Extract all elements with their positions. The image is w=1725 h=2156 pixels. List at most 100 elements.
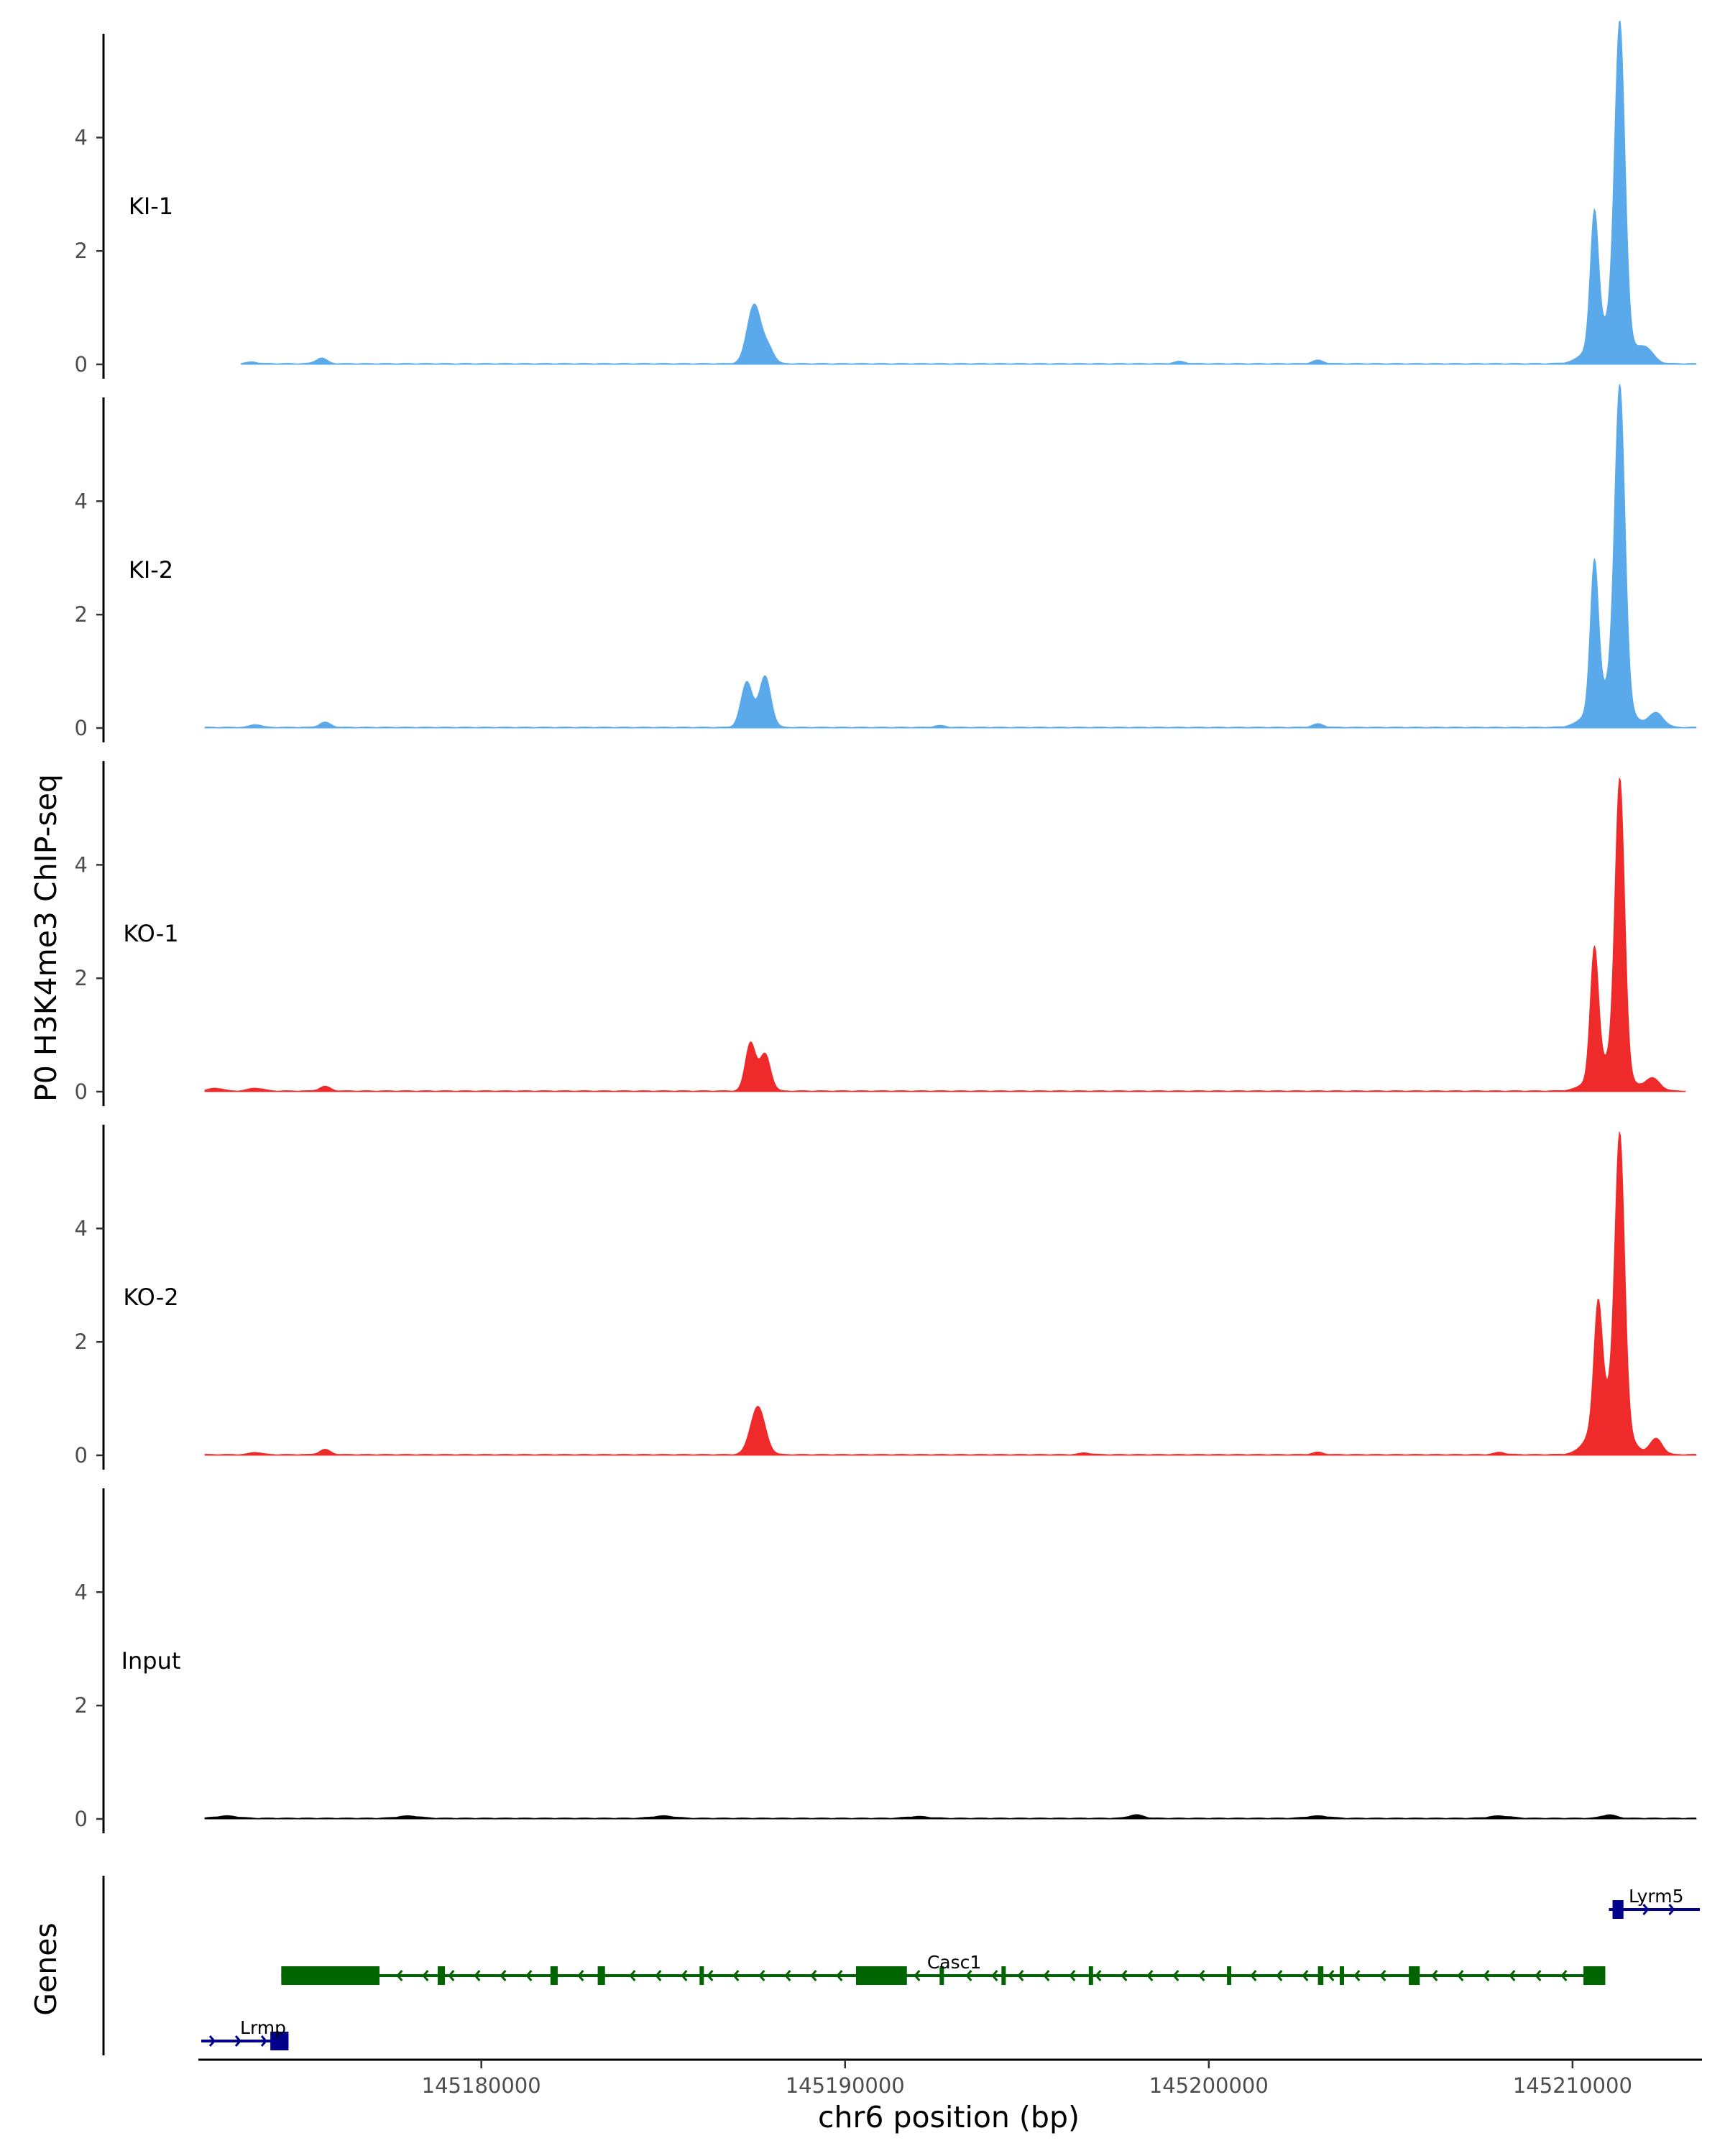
strand-arrow (1069, 1970, 1076, 1981)
track-label: KI-2 (129, 556, 173, 584)
gene-exon (1001, 1966, 1006, 1985)
strand-arrow (965, 1970, 972, 1981)
track-label: KO-2 (123, 1284, 178, 1311)
strand-arrow (1095, 1970, 1102, 1981)
gene-exon (550, 1966, 558, 1985)
gene-exon (1612, 1900, 1624, 1919)
tracks-layer: 0 2 4 KI-1 0 2 4 KI-2 0 2 4 KO-1 0 2 4 KO-2 0 2 4 Input (75, 20, 1697, 1833)
gene-name-label: Casc1 (927, 1952, 981, 1973)
y-tick-label: 4 (75, 1580, 88, 1604)
y-tick-label: 0 (75, 716, 88, 740)
strand-arrow (914, 1970, 921, 1981)
strand-arrow (1457, 1970, 1464, 1981)
genes-axis-title: Genes (29, 1922, 63, 2016)
strand-arrow (1146, 1970, 1154, 1981)
gene-exon (1227, 1966, 1232, 1985)
strand-arrow (707, 1970, 714, 1981)
y-tick-label: 4 (75, 852, 88, 877)
strand-arrow (1431, 1970, 1438, 1981)
gene-exon (1088, 1966, 1093, 1985)
y-tick-label: 0 (75, 1079, 88, 1104)
x-tick-label: 145180000 (422, 2073, 541, 2098)
strand-arrow (1172, 1970, 1179, 1981)
gene-exon (1409, 1966, 1420, 1985)
track-label: Input (121, 1647, 181, 1674)
gene-lyrm5: Lyrm5 (1609, 1886, 1700, 1919)
strand-arrow (1198, 1970, 1205, 1981)
strand-arrow (474, 1970, 481, 1981)
track-ki-2: 0 2 4 KI-2 (75, 384, 1697, 742)
strand-arrow (1302, 1970, 1309, 1981)
gene-exon (281, 1966, 380, 1985)
y-tick-label: 2 (75, 239, 88, 263)
gene-exon (855, 1966, 907, 1985)
strand-arrow (1017, 1970, 1024, 1981)
gene-lrmp: Lrmp (201, 2017, 289, 2050)
signal-area (204, 384, 1697, 729)
gene-casc1: Casc1 (281, 1952, 1606, 1985)
strand-arrow (1276, 1970, 1283, 1981)
x-tick-label: 145200000 (1149, 2073, 1269, 2098)
strand-arrow (234, 2035, 242, 2047)
x-tick-label: 145210000 (1513, 2073, 1632, 2098)
strand-arrow (1250, 1970, 1257, 1981)
gene-exon (437, 1966, 446, 1985)
track-ki-1: 0 2 4 KI-1 (75, 20, 1697, 379)
gene-exon (1317, 1966, 1324, 1985)
strand-arrow (732, 1970, 740, 1981)
strand-arrow (810, 1970, 817, 1981)
strand-arrow (758, 1970, 765, 1981)
y-tick-label: 2 (75, 966, 88, 990)
gene-exon (597, 1966, 605, 1985)
strand-arrow (629, 1970, 636, 1981)
y-axis-title: P0 H3K4me3 ChIP-seq (29, 774, 63, 1102)
strand-arrow (1668, 1904, 1675, 1915)
track-ko-2: 0 2 4 KO-2 (75, 1125, 1697, 1470)
strand-arrow (422, 1970, 429, 1981)
strand-arrow (1642, 1904, 1650, 1915)
x-tick-label: 145190000 (786, 2073, 905, 2098)
signal-area (204, 1814, 1697, 1820)
strand-arrow (525, 1970, 533, 1981)
signal-area (204, 778, 1686, 1092)
track-label: KO-1 (123, 920, 178, 947)
strand-arrow (1535, 1970, 1542, 1981)
strand-arrow (836, 1970, 843, 1981)
strand-arrow (577, 1970, 584, 1981)
x-axis: 145180000 145190000 145200000 145210000 (198, 2058, 1702, 2098)
y-tick-label: 0 (75, 1443, 88, 1468)
genes-panel: Lrmp Casc1 Lyrm5 (102, 1876, 1700, 2055)
gene-name-label: Lrmp (240, 2017, 286, 2038)
gene-exon (939, 1966, 944, 1985)
y-tick-label: 2 (75, 602, 88, 627)
strand-arrow (1043, 1970, 1050, 1981)
strand-arrow (1121, 1970, 1128, 1981)
signal-area (204, 1131, 1697, 1456)
gene-exon (1583, 1966, 1606, 1985)
strand-arrow (1353, 1970, 1361, 1981)
strand-arrow (681, 1970, 688, 1981)
strand-arrow (784, 1970, 791, 1981)
track-ko-1: 0 2 4 KO-1 (75, 761, 1686, 1106)
y-tick-label: 4 (75, 489, 88, 513)
strand-arrow (500, 1970, 507, 1981)
y-tick-label: 0 (75, 1807, 88, 1831)
y-tick-label: 2 (75, 1693, 88, 1718)
strand-arrow (991, 1970, 998, 1981)
signal-area (241, 20, 1697, 365)
track-input: 0 2 4 Input (75, 1488, 1697, 1833)
strand-arrow (1509, 1970, 1516, 1981)
gene-exon (270, 2032, 289, 2050)
strand-arrow (1328, 1970, 1335, 1981)
gene-exon (1339, 1966, 1344, 1985)
strand-arrow (1483, 1970, 1490, 1981)
y-tick-label: 0 (75, 352, 88, 377)
x-axis-title: chr6 position (bp) (818, 2100, 1080, 2134)
strand-arrow (1560, 1970, 1568, 1981)
gene-name-label: Lyrm5 (1629, 1886, 1684, 1907)
strand-arrow (1379, 1970, 1386, 1981)
strand-arrow (208, 2035, 216, 2047)
y-tick-label: 4 (75, 125, 88, 149)
y-tick-label: 2 (75, 1330, 88, 1354)
